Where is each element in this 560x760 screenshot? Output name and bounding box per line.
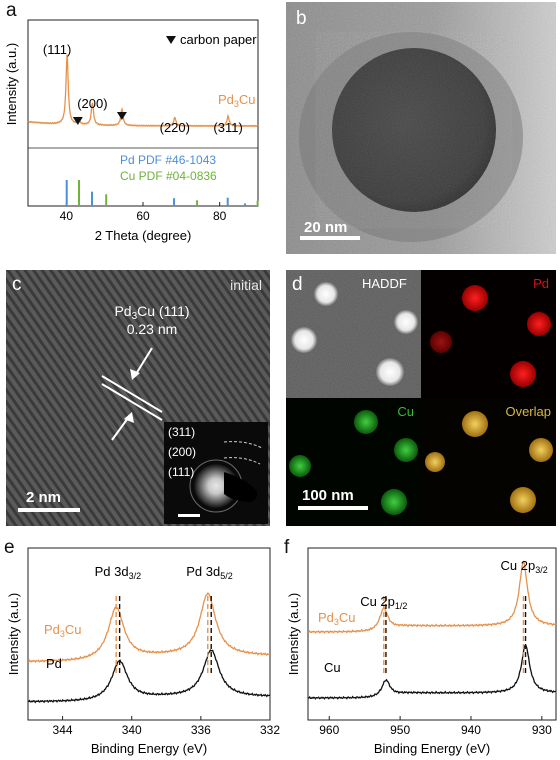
- xrd-xlabel: 2 Theta (degree): [95, 228, 192, 243]
- series-label-cu-f: Cu: [324, 660, 341, 675]
- tile-overlap: Overlap: [421, 398, 556, 526]
- tem-image-panel: b 20 nm: [286, 2, 556, 254]
- arrowhead-down-icon: [130, 369, 140, 380]
- xrd-peak-label: (311): [213, 120, 242, 135]
- panel-label-c: c: [12, 274, 22, 295]
- scalebar-label-b: 20 nm: [304, 219, 347, 236]
- xps-pd-frame: [27, 547, 271, 721]
- scalebar-label-d: 100 nm: [302, 487, 354, 504]
- lattice-spacing: 0.23 nm: [127, 321, 178, 337]
- xrd-peak-label: (220): [160, 120, 190, 135]
- panel-label-a: a: [6, 0, 17, 21]
- carbon-paper-peak-icon: [116, 112, 127, 120]
- saed-label-111: (111): [168, 465, 194, 479]
- xrd-peak-label: (111): [43, 42, 71, 57]
- peak-label-pd3d32: Pd 3d3/2: [95, 564, 142, 581]
- lattice-label: Pd3Cu (111): [114, 303, 189, 322]
- xps-tick-label: 960: [319, 723, 339, 737]
- xrd-tick-label: 60: [136, 209, 150, 223]
- xps-cu-frame: [307, 547, 557, 721]
- panel-label-d: d: [292, 274, 303, 295]
- saed-label-311: (311): [168, 425, 195, 439]
- carbon-paper-peak-icon: [72, 117, 83, 125]
- hrtem-image-panel: c initial Pd3Cu (111) 0.23 nm 2 nm (311)…: [6, 270, 270, 526]
- xps-cu-xlabel: Binding Energy (eV): [374, 741, 490, 756]
- xps-pd-ylabel: Intensity (a.u.): [6, 593, 21, 675]
- peak-label-cu2p12: Cu 2p1/2: [360, 594, 407, 611]
- xrd-tick-label: 40: [60, 209, 74, 223]
- tile-cu: Cu: [286, 398, 421, 526]
- saed-scalebar: [178, 514, 200, 517]
- tile-haadf: HADDF: [286, 270, 421, 398]
- xps-tick-label: 336: [191, 723, 211, 737]
- xps-cu-curve-pd3cu: [308, 560, 557, 634]
- xrd-chart: 40 60 80 (111) (200) (220) (311) carbon paper…: [4, 19, 259, 243]
- scalebar-d: [298, 506, 368, 510]
- legend-carbon-paper: carbon paper: [180, 32, 257, 47]
- series-label-pd3cu: Pd3Cu: [218, 92, 256, 109]
- xrd-ylabel: Intensity (a.u.): [4, 43, 19, 125]
- xps-cu-chart: 960 950 940 930 Cu 2p1/2 Cu 2p3/2 Pd3Cu Cu …: [286, 547, 557, 756]
- xps-tick-label: 340: [122, 723, 142, 737]
- panel-label-b: b: [296, 8, 307, 29]
- eds-mapping-panel: HADDF Pd Cu Overlap d: [286, 270, 556, 526]
- scalebar-label-c: 2 nm: [26, 489, 61, 506]
- xps-pd-curve-pd3cu: [27, 592, 271, 664]
- fringe-line-1: [101, 375, 163, 413]
- peak-label-cu2p32: Cu 2p3/2: [501, 558, 548, 575]
- tile-label-pd: Pd: [533, 276, 549, 291]
- panel-label-f: f: [284, 537, 290, 558]
- ref-label-cu: Cu PDF #04-0836: [120, 169, 217, 183]
- fringe-line-2: [101, 383, 163, 421]
- arrow-down-icon: [135, 347, 153, 375]
- peak-label-pd3d52: Pd 3d5/2: [186, 564, 233, 581]
- tile-label-overlap: Overlap: [505, 404, 551, 419]
- carbon-paper-marker-icon: [166, 36, 176, 44]
- xps-tick-label: 940: [461, 723, 481, 737]
- arrow-up-icon: [111, 417, 129, 441]
- saed-inset: (311) (200) (111): [164, 422, 268, 524]
- xps-pd-xlabel: Binding Energy (eV): [91, 741, 207, 756]
- xps-pd-curve-pd: [28, 649, 271, 704]
- xps-tick-label: 930: [532, 723, 552, 737]
- tile-label-haadf: HADDF: [362, 276, 407, 291]
- ref-label-pd: Pd PDF #46-1043: [120, 153, 216, 167]
- xps-cu-ylabel: Intensity (a.u.): [286, 593, 301, 675]
- scalebar-b: [300, 236, 360, 240]
- tile-pd: Pd: [421, 270, 556, 398]
- xps-pd-chart: 344 340 336 332 Pd 3d3/2 Pd 3d5/2 Pd3Cu Pd …: [6, 547, 280, 756]
- xrd-curve-pd3cu: [27, 54, 259, 128]
- series-label-pd3cu-e: Pd3Cu: [44, 622, 82, 639]
- xrd-tick-label: 80: [213, 209, 227, 223]
- state-label-initial: initial: [230, 277, 262, 293]
- tile-label-cu: Cu: [397, 404, 414, 419]
- xps-tick-label: 344: [53, 723, 73, 737]
- series-label-pd3cu-f: Pd3Cu: [318, 610, 356, 627]
- xrd-peak-label: (200): [77, 96, 107, 111]
- saed-label-200: (200): [168, 445, 196, 459]
- arrowhead-up-icon: [124, 412, 134, 423]
- xps-tick-label: 332: [260, 723, 280, 737]
- xps-tick-label: 950: [390, 723, 410, 737]
- series-label-pd-e: Pd: [46, 656, 62, 671]
- scalebar-c: [18, 508, 80, 512]
- panel-label-e: e: [4, 537, 15, 558]
- xps-cu-curve-cu: [307, 645, 557, 700]
